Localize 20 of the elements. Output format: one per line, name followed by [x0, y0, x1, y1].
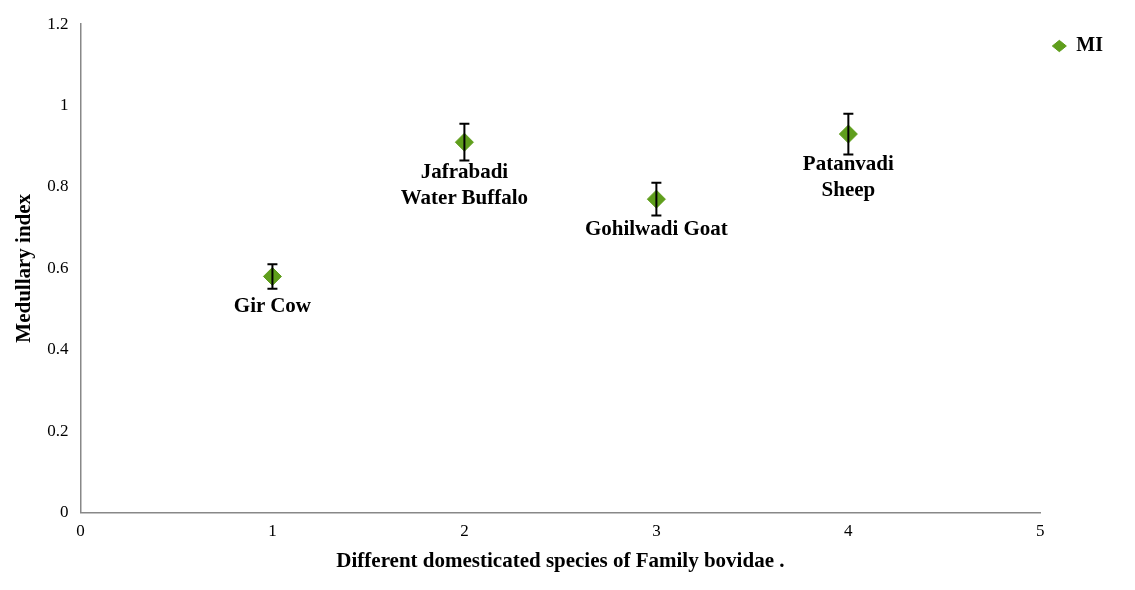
annotation: Jafrabadi Water Buffalo: [400, 159, 529, 210]
x-tick-label: 0: [76, 521, 85, 541]
x-tick-label: 2: [460, 521, 469, 541]
y-tick-label: 0.6: [47, 257, 69, 277]
annotation: Gir Cow: [233, 293, 312, 318]
y-axis-title: Medullary index: [11, 193, 36, 343]
x-tick-label: 1: [268, 521, 277, 541]
y-tick-label: 0.8: [47, 176, 69, 196]
annotation: Patanvadi Sheep: [802, 150, 895, 201]
x-tick-label: 3: [652, 521, 661, 541]
x-tick-label: 4: [844, 521, 854, 541]
y-tick-label: 1: [59, 95, 69, 115]
x-axis-title: Different domesticated species of Family bovidae .: [336, 547, 785, 572]
y-tick-label: 0.4: [47, 339, 69, 359]
x-tick-label: 5: [1036, 521, 1045, 541]
y-tick-label: 0: [59, 501, 69, 521]
y-tick-label: 0.2: [47, 420, 69, 440]
annotation: Gohilwadi Goat: [584, 216, 728, 241]
y-tick-label: 1.2: [47, 13, 69, 33]
legend-label: MI: [1076, 33, 1104, 56]
